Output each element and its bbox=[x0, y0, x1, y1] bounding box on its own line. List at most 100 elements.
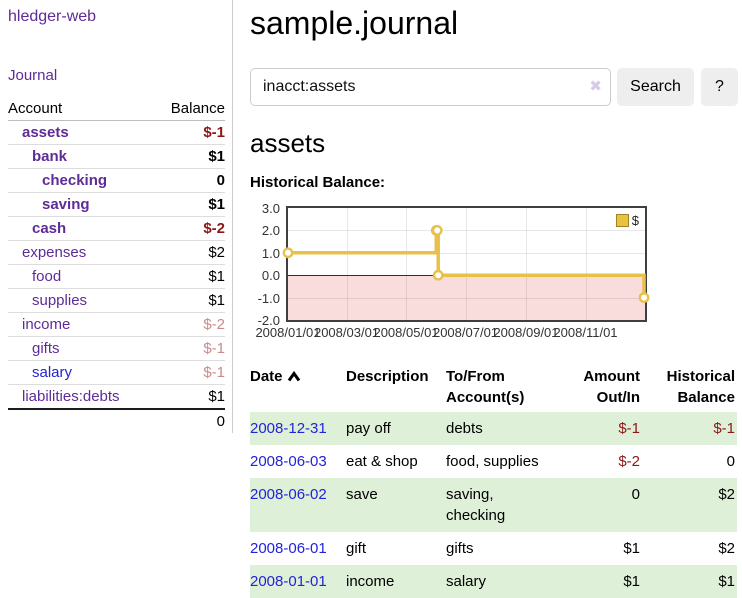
transaction-date-link[interactable]: 2008-12-31 bbox=[250, 420, 327, 437]
transaction-description: gift bbox=[346, 540, 367, 557]
sidebar-inner: hledger-web Journal Account Balance asse… bbox=[0, 0, 233, 433]
y-tick-label: -1.0 bbox=[257, 290, 280, 306]
register-header-amount: Amount Out/In bbox=[583, 368, 640, 406]
account-balance: 0 bbox=[216, 172, 225, 189]
transaction-accounts: gifts bbox=[446, 540, 474, 557]
transaction-balance: 0 bbox=[726, 453, 735, 470]
transaction-balance: $-1 bbox=[713, 420, 735, 437]
chart-title: Historical Balance: bbox=[250, 174, 386, 191]
gridline bbox=[288, 297, 645, 299]
sidebar-item-journal[interactable]: Journal bbox=[8, 67, 58, 84]
historical-balance-chart: 3.0 2.0 1.0 0.0 -1.0 -2.0 $ 2008/01/01 2008/03… bbox=[250, 201, 650, 343]
gridline bbox=[346, 208, 348, 320]
x-tick-label: 2008/07/01 bbox=[432, 325, 499, 340]
register-row: 2008-06-03 eat & shop food, supplies $-2… bbox=[250, 445, 737, 478]
search-input[interactable] bbox=[250, 68, 611, 106]
account-row: assets $-1 bbox=[8, 121, 225, 145]
account-link-supplies[interactable]: supplies bbox=[32, 292, 88, 309]
register-header-date[interactable]: Date bbox=[250, 364, 346, 412]
accounts-total-row: 0 bbox=[8, 409, 225, 433]
account-balance: $1 bbox=[208, 388, 225, 405]
register-header-account: To/From Account(s) bbox=[446, 368, 525, 406]
transaction-description: save bbox=[346, 486, 378, 503]
help-button[interactable]: ? bbox=[701, 68, 738, 106]
sidebar: hledger-web Journal Account Balance asse… bbox=[0, 0, 233, 433]
x-tick-label: 2008/05/01 bbox=[373, 325, 439, 340]
account-link-assets[interactable]: assets bbox=[22, 124, 69, 141]
account-link-bank[interactable]: bank bbox=[32, 148, 68, 165]
transaction-accounts: saving, checking bbox=[446, 486, 506, 524]
transaction-accounts: debts bbox=[446, 420, 483, 437]
legend-swatch-icon bbox=[615, 214, 629, 227]
transaction-date-link[interactable]: 2008-06-01 bbox=[250, 540, 327, 557]
account-row: cash $-2 bbox=[8, 217, 225, 241]
app-brand-link[interactable]: hledger-web bbox=[8, 8, 97, 25]
account-row: income $-2 bbox=[8, 313, 225, 337]
account-row: saving $1 bbox=[8, 193, 225, 217]
register-header-balance: Historical Balance bbox=[666, 368, 735, 406]
account-link-cash[interactable]: cash bbox=[32, 220, 67, 237]
x-tick-label: 2008/11/01 bbox=[553, 325, 618, 340]
gridline bbox=[288, 252, 645, 254]
accounts-total-value: 0 bbox=[216, 413, 225, 430]
y-axis-labels: 3.0 2.0 1.0 0.0 -1.0 -2.0 bbox=[250, 201, 286, 328]
x-tick-label: 2008/03/01 bbox=[313, 325, 380, 340]
account-link-food[interactable]: food bbox=[32, 268, 62, 285]
account-balance: $-1 bbox=[203, 340, 225, 357]
account-balance: $-2 bbox=[203, 220, 225, 237]
account-row: gifts $-1 bbox=[8, 337, 225, 361]
transaction-amount: $-1 bbox=[618, 420, 640, 437]
x-tick-label: 2008/09/01 bbox=[493, 325, 559, 340]
transaction-date-link[interactable]: 2008-06-03 bbox=[250, 453, 327, 470]
transaction-date-link[interactable]: 2008-06-02 bbox=[250, 486, 327, 503]
account-link-income[interactable]: income bbox=[22, 316, 71, 333]
accounts-table: Account Balance assets $-1 bank $1 check… bbox=[8, 97, 225, 433]
register-row: 2008-06-01 gift gifts $1 $2 bbox=[250, 532, 737, 565]
gridline bbox=[465, 208, 467, 320]
accounts-header-account: Account bbox=[8, 100, 63, 117]
sort-ascending-icon bbox=[287, 370, 300, 382]
account-balance: $2 bbox=[208, 244, 225, 261]
data-point bbox=[638, 292, 650, 304]
account-row: liabilities:debts $1 bbox=[8, 385, 225, 410]
transaction-amount: 0 bbox=[631, 486, 640, 503]
account-balance: $1 bbox=[208, 268, 225, 285]
accounts-header-row: Account Balance bbox=[8, 97, 225, 121]
y-tick-label: 3.0 bbox=[261, 201, 280, 216]
account-link-expenses[interactable]: expenses bbox=[22, 244, 87, 261]
y-tick-label: 2.0 bbox=[261, 223, 280, 239]
account-balance: $1 bbox=[208, 196, 225, 213]
register-table: Date Description To/From Account(s) Amou… bbox=[250, 364, 737, 598]
account-row: checking 0 bbox=[8, 169, 225, 193]
main-content: sample.journal ✖ Search ? assets Histori… bbox=[233, 0, 742, 598]
account-balance: $1 bbox=[208, 148, 225, 165]
account-row: expenses $2 bbox=[8, 241, 225, 265]
y-tick-label: 0.0 bbox=[261, 268, 280, 284]
account-link-checking[interactable]: checking bbox=[42, 172, 108, 189]
transaction-balance: $2 bbox=[718, 540, 735, 557]
account-link-salary[interactable]: salary bbox=[32, 364, 73, 381]
y-tick-label: 1.0 bbox=[261, 245, 280, 261]
account-balance: $1 bbox=[208, 292, 225, 309]
account-link-saving[interactable]: saving bbox=[42, 196, 90, 213]
transaction-description: pay off bbox=[346, 420, 391, 437]
legend-label: $ bbox=[631, 213, 639, 228]
gridline bbox=[288, 230, 645, 232]
register-header-description: Description bbox=[346, 368, 429, 385]
account-row: bank $1 bbox=[8, 145, 225, 169]
search-button[interactable]: Search bbox=[617, 68, 694, 106]
transaction-balance: $2 bbox=[718, 486, 735, 503]
gridline bbox=[526, 208, 527, 320]
data-point bbox=[432, 269, 444, 281]
x-axis-labels: 2008/01/01 2008/03/01 2008/05/01 2008/07/01… bbox=[250, 325, 647, 343]
gridline bbox=[585, 208, 587, 320]
negative-region bbox=[288, 275, 645, 320]
data-point bbox=[282, 247, 294, 259]
transaction-amount: $-2 bbox=[618, 453, 640, 470]
chart-legend: $ bbox=[615, 213, 639, 228]
y-tick-label: -2.0 bbox=[257, 313, 280, 328]
account-link-gifts[interactable]: gifts bbox=[32, 340, 60, 357]
register-row: 2008-12-31 pay off debts $-1 $-1 bbox=[250, 412, 737, 445]
account-link-liabilities-debts[interactable]: liabilities:debts bbox=[22, 388, 120, 405]
clear-search-icon[interactable]: ✖ bbox=[589, 78, 602, 95]
